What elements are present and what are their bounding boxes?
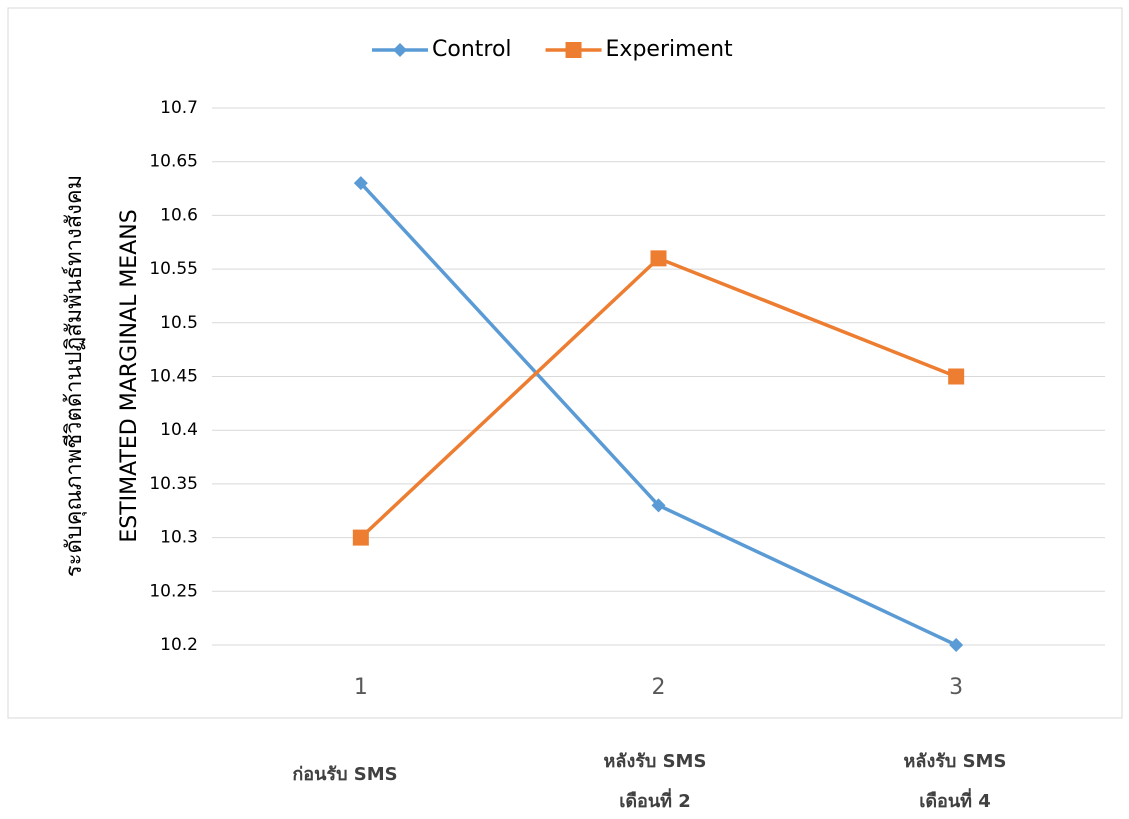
y-tick-label: 10.7 xyxy=(160,98,198,118)
legend-label: Experiment xyxy=(606,37,733,62)
y-tick-label: 10.25 xyxy=(149,581,198,601)
legend-marker xyxy=(566,42,582,58)
y-tick-label: 10.4 xyxy=(160,420,198,440)
category-annotation: หลังรับ SMS xyxy=(904,751,1007,772)
y-tick-label: 10.3 xyxy=(160,528,198,548)
y-axis-label: ระดับคุณภาพชีวิตด้านปฏิสัมพันธ์ทางสังคม xyxy=(62,175,87,577)
category-annotation: เดือนที่ 4 xyxy=(919,788,991,812)
y-tick-label: 10.6 xyxy=(160,205,198,225)
category-annotation: หลังรับ SMS xyxy=(604,751,707,772)
x-tick-label: 3 xyxy=(949,675,963,700)
y-tick-label: 10.35 xyxy=(149,474,198,494)
marker xyxy=(651,250,667,266)
chart: 10.2 10.25 10.3 10.35 10.4 10.45 10.5 10.55 10.6… xyxy=(0,0,1129,819)
category-annotation: เดือนที่ 2 xyxy=(619,788,691,812)
y-axis-label: ESTIMATED MARGINAL MEANS xyxy=(117,209,142,542)
legend-label: Control xyxy=(432,37,512,62)
x-tick-label: 1 xyxy=(354,675,368,700)
y-tick-label: 10.5 xyxy=(160,313,198,333)
category-annotation: ก่อนรับ SMS xyxy=(292,764,397,785)
y-tick-label: 10.55 xyxy=(149,259,198,279)
x-tick-label: 2 xyxy=(652,675,666,700)
y-tick-label: 10.65 xyxy=(149,152,198,172)
y-tick-label: 10.2 xyxy=(160,635,198,655)
y-tick-label: 10.45 xyxy=(149,367,198,387)
marker xyxy=(353,530,369,546)
marker xyxy=(948,369,964,385)
